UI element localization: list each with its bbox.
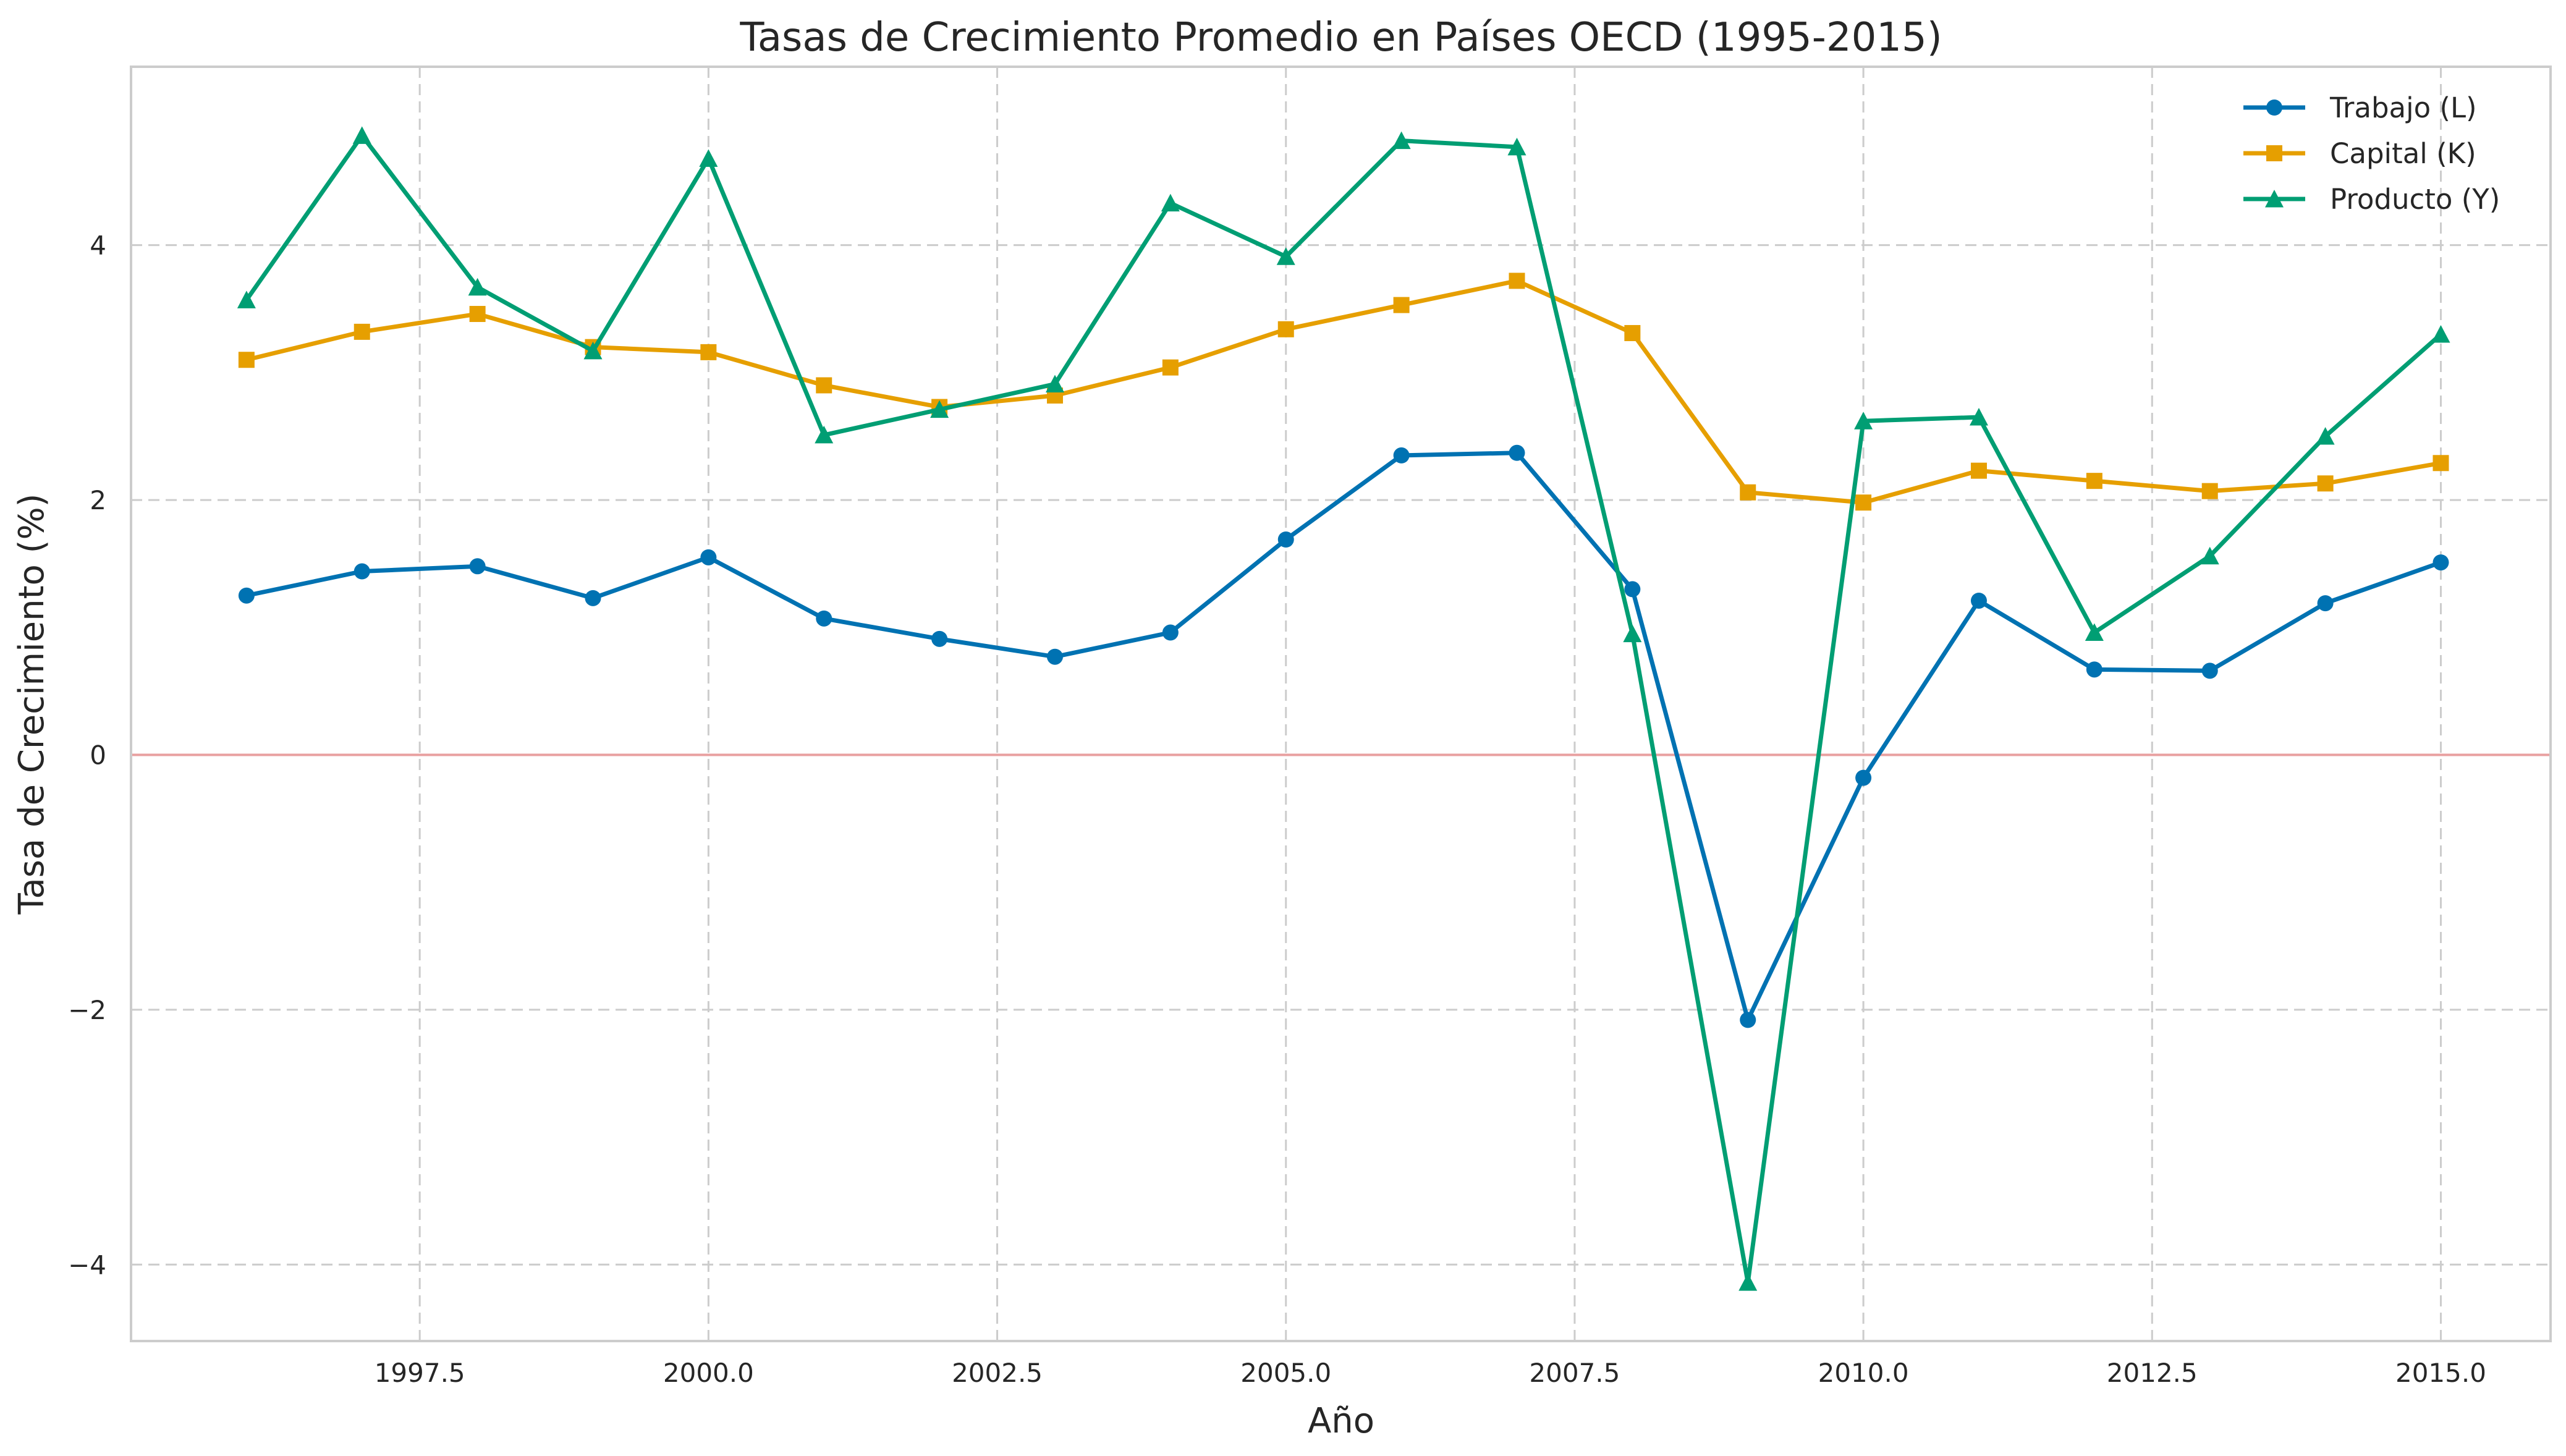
data-point [585, 590, 601, 606]
data-point [1507, 137, 1526, 156]
data-point [2317, 595, 2334, 612]
data-point [1740, 1012, 1756, 1028]
x-tick-label: 2007.5 [1529, 1358, 1620, 1388]
legend-label: Producto (Y) [2330, 183, 2500, 216]
data-point [816, 610, 832, 627]
legend-label: Trabajo (L) [2329, 91, 2477, 124]
data-point [1161, 193, 1180, 212]
x-tick-label: 1997.5 [375, 1358, 465, 1388]
data-point [1623, 624, 1642, 643]
data-point [1162, 624, 1179, 641]
data-point [2201, 662, 2218, 679]
x-tick-label: 2000.0 [663, 1358, 754, 1388]
legend-marker [2265, 190, 2284, 208]
data-point [930, 400, 949, 418]
series-line [245, 133, 2442, 1285]
x-tick-label: 2015.0 [2395, 1358, 2486, 1388]
data-point [931, 630, 948, 647]
grid-lines [131, 67, 2551, 1341]
data-point [469, 558, 486, 575]
data-point [1276, 247, 1295, 265]
data-point [2433, 554, 2449, 571]
data-point [1740, 484, 1756, 501]
data-point [1393, 447, 1410, 463]
x-tick-label: 2010.0 [1818, 1358, 1909, 1388]
y-tick-label: 2 [90, 485, 106, 515]
series-2 [238, 273, 2449, 511]
data-point [2201, 483, 2218, 499]
y-tick-label: 0 [90, 740, 106, 770]
data-point [354, 323, 370, 340]
x-tick-label: 2005.0 [1240, 1358, 1331, 1388]
data-point [1624, 581, 1641, 598]
data-point [1854, 412, 1873, 430]
data-point [700, 344, 717, 360]
data-point [354, 563, 370, 580]
data-point [815, 425, 834, 444]
data-point [1393, 297, 1410, 313]
data-point [238, 352, 255, 368]
data-point [468, 277, 487, 296]
series-1 [238, 444, 2449, 1028]
y-tick-label: −4 [68, 1250, 106, 1280]
data-point [1509, 444, 1525, 461]
data-point [1046, 648, 1063, 665]
y-axis-ticks: −4 −2 0 2 4 [68, 231, 106, 1280]
y-tick-label: −2 [68, 995, 106, 1025]
series-line [246, 278, 2442, 505]
legend-marker [2266, 99, 2282, 116]
plot-frame [130, 66, 2552, 1342]
data-point [1624, 324, 1641, 341]
data-point [1855, 769, 1872, 786]
data-point [1970, 592, 1987, 609]
data-point [1969, 408, 1988, 426]
x-axis-ticks: 1997.5 2000.0 2002.5 2005.0 2007.5 2010.0 2012… [375, 1358, 2486, 1388]
data-point [1162, 359, 1179, 376]
x-axis-label: Año [1308, 1401, 1374, 1441]
series-group [237, 126, 2450, 1291]
data-point [469, 306, 486, 323]
data-point [1045, 375, 1064, 392]
data-point [2431, 325, 2450, 343]
data-point [2086, 473, 2102, 489]
data-point [1738, 1273, 1758, 1291]
chart-title: Tasas de Crecimiento Promedio en Países … [739, 15, 1942, 61]
data-point [1277, 531, 1294, 548]
data-point [583, 341, 603, 360]
y-axis-label: Tasa de Crecimiento (%) [12, 493, 52, 915]
legend-item: Trabajo (L) [2243, 91, 2477, 124]
data-point [2433, 455, 2449, 472]
data-point [1392, 131, 1411, 150]
x-tick-label: 2012.5 [2107, 1358, 2198, 1388]
series-3 [237, 126, 2450, 1291]
data-point [352, 126, 371, 144]
legend-item: Capital (K) [2243, 137, 2476, 170]
data-point [1509, 273, 1525, 289]
data-point [1970, 462, 1987, 479]
data-point [699, 149, 718, 167]
data-point [237, 290, 256, 308]
series-line [246, 451, 2442, 1022]
data-point [2086, 661, 2102, 678]
x-tick-label: 2002.5 [952, 1358, 1043, 1388]
data-point [2317, 475, 2334, 492]
legend-label: Capital (K) [2330, 137, 2476, 170]
data-point [2085, 623, 2104, 641]
y-tick-label: 4 [90, 231, 106, 261]
legend-item: Producto (Y) [2243, 183, 2500, 216]
data-point [2316, 426, 2335, 445]
data-point [2200, 546, 2219, 565]
data-point [238, 587, 255, 604]
legend: Trabajo (L) Capital (K) Producto (Y) [2243, 91, 2500, 216]
data-point [816, 377, 832, 394]
data-point [1277, 321, 1294, 337]
data-point [700, 549, 717, 565]
legend-marker [2266, 145, 2282, 161]
data-point [1855, 494, 1872, 511]
